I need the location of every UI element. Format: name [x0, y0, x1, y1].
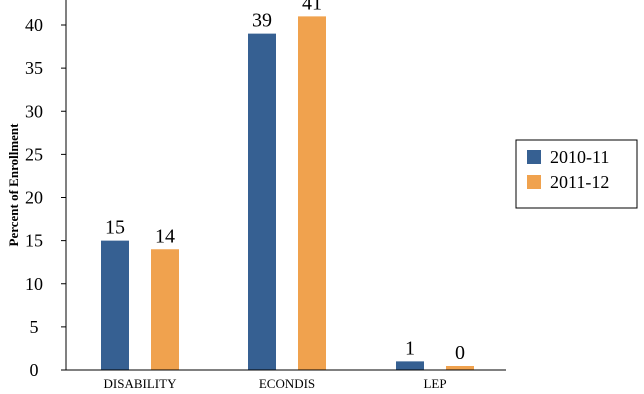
y-tick-label: 5 — [30, 317, 39, 337]
bar-lep-2011-12 — [446, 366, 474, 370]
legend-swatch — [527, 150, 541, 164]
y-tick-label: 0 — [30, 360, 39, 380]
bar-disability-2011-12 — [151, 249, 179, 370]
bar-disability-2010-11 — [101, 240, 129, 370]
y-tick-label: 35 — [25, 58, 43, 78]
y-tick-label: 15 — [25, 231, 43, 251]
legend-label: 2010-11 — [550, 147, 609, 167]
bar-econdis-2010-11 — [248, 33, 276, 370]
data-label-lep-2010-11: 1 — [405, 337, 415, 359]
y-tick-label: 25 — [25, 144, 43, 164]
data-label-lep-2011-12: 0 — [455, 342, 465, 364]
data-labels: 15 14 39 41 1 0 — [105, 0, 465, 364]
data-label-disability-2011-12: 14 — [155, 225, 175, 247]
legend-box — [515, 139, 638, 209]
legend-label: 2011-12 — [550, 172, 609, 192]
bar-lep-2010-11 — [396, 361, 424, 370]
y-tick-label: 20 — [25, 188, 43, 208]
y-axis-ticks: 0 5 10 15 20 25 30 35 40 — [25, 15, 66, 380]
legend-swatch — [527, 175, 541, 189]
x-category-label: ECONDIS — [259, 376, 315, 391]
bars — [101, 16, 474, 370]
x-category-label: LEP — [423, 376, 446, 391]
y-axis-title: Percent of Enrollment — [6, 123, 21, 247]
legend: 2010-11 2011-12 — [515, 139, 638, 209]
y-tick-label: 40 — [25, 15, 43, 35]
bar-econdis-2011-12 — [298, 16, 326, 370]
data-label-econdis-2010-11: 39 — [252, 10, 272, 32]
y-tick-label: 10 — [25, 274, 43, 294]
y-tick-label: 30 — [25, 101, 43, 121]
x-category-label: DISABILITY — [104, 376, 178, 391]
category-labels: DISABILITY ECONDIS LEP — [104, 376, 447, 391]
data-label-econdis-2011-12: 41 — [302, 0, 322, 14]
data-label-disability-2010-11: 15 — [105, 217, 125, 239]
